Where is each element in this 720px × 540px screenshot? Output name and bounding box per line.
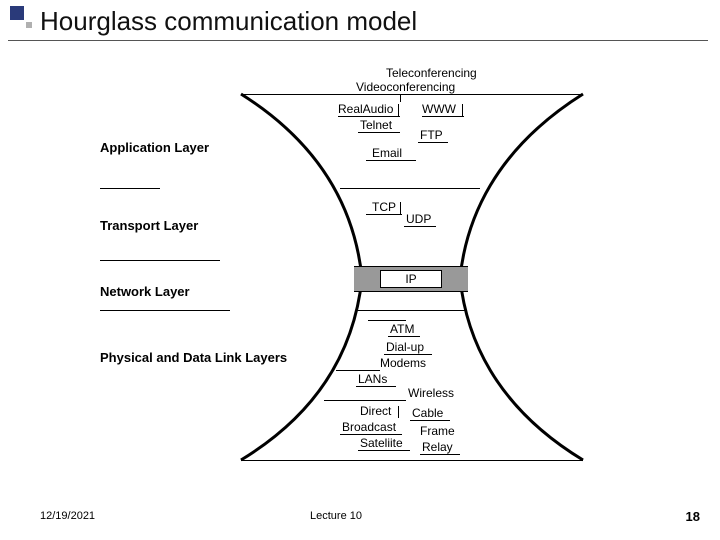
line-broadcast [340,434,402,435]
label-network-layer: Network Layer [100,284,190,299]
proto-videoconferencing: Videoconferencing [356,80,455,94]
bullet-square-large [10,6,24,20]
line-www [422,116,464,117]
label-transport-layer: Transport Layer [100,218,198,233]
proto-teleconferencing: Teleconferencing [386,66,477,80]
line-tcp [366,214,402,215]
footer-lecture: Lecture 10 [310,510,362,522]
line-satellite [358,450,410,451]
proto-ip: IP [380,270,441,288]
line-email [366,160,416,161]
tick-video [400,94,401,102]
proto-modems: Modems [380,356,426,370]
proto-www: WWW [422,102,456,116]
proto-cable: Cable [412,406,443,420]
layer-sep-1-left [100,188,160,189]
proto-wireless: Wireless [408,386,454,400]
proto-dialup: Dial-up [386,340,424,354]
line-atm-t [368,320,406,321]
proto-tcp: TCP [372,200,396,214]
proto-lans: LANs [358,372,387,386]
proto-realaudio: RealAudio [338,102,393,116]
proto-direct: Direct [360,404,391,418]
proto-atm: ATM [390,322,414,336]
proto-relay: Relay [422,440,453,454]
bullet-square-small [26,22,32,28]
hourglass-diagram: Application Layer Transport Layer Networ… [100,60,660,480]
footer-date: 12/19/2021 [40,510,95,522]
hourglass-bottom-line [241,460,583,461]
slide-bullet-decor [10,6,32,28]
ip-band: IP [354,266,468,292]
line-cable [410,420,450,421]
line-wireless-l [324,400,406,401]
slide-title: Hourglass communication model [40,6,417,37]
proto-satellite: Sateliite [360,436,403,450]
line-relay [420,454,460,455]
layer-sep-1-mid [340,188,480,189]
line-modems-l [336,370,380,371]
footer-page-number: 18 [686,509,700,524]
layer-sep-3-mid [356,310,466,311]
line-telnet [358,132,400,133]
line-realaudio [338,116,400,117]
tick-tcp [400,202,401,214]
line-ftp [418,142,448,143]
label-application-layer: Application Layer [100,140,209,155]
hourglass-top-line [241,94,583,95]
proto-ftp: FTP [420,128,443,142]
line-udp [404,226,436,227]
label-physical-layer: Physical and Data Link Layers [100,350,287,365]
proto-email: Email [372,146,402,160]
line-atm-b [388,336,420,337]
layer-sep-2-left [100,260,220,261]
proto-telnet: Telnet [360,118,392,132]
tick-direct [398,406,399,418]
layer-sep-3-left [100,310,230,311]
line-dialup [384,354,432,355]
line-lans [356,386,396,387]
title-underline [8,40,708,41]
tick-realaudio [398,104,399,116]
proto-broadcast: Broadcast [342,420,396,434]
proto-frame: Frame [420,424,455,438]
proto-udp: UDP [406,212,431,226]
tick-www [462,104,463,116]
